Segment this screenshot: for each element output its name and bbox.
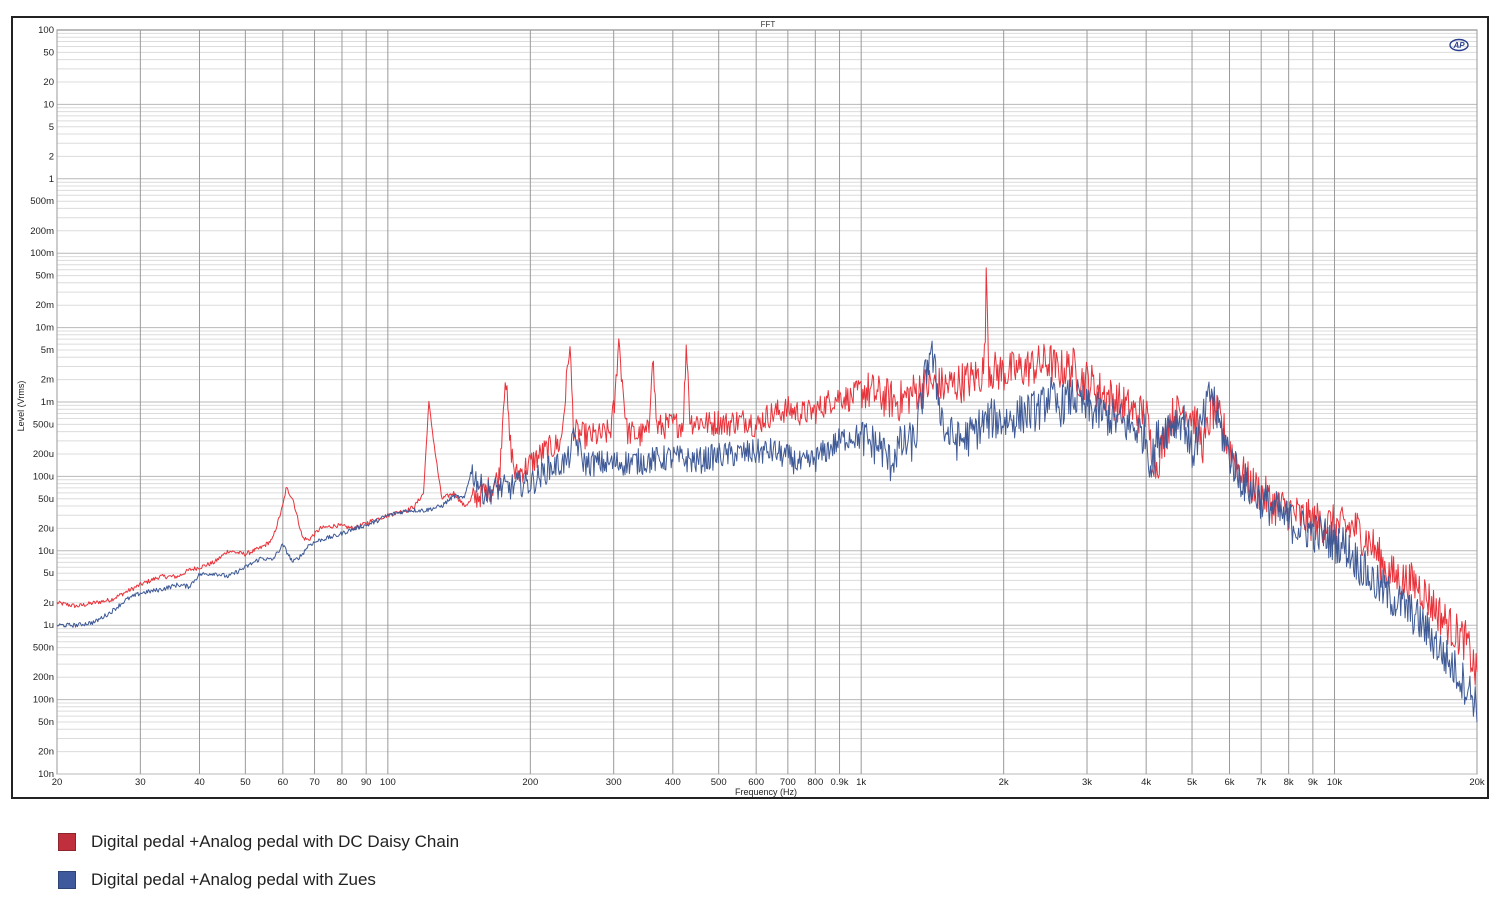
y-tick-label: 200n [33,672,54,683]
y-tick-label: 50m [36,271,55,282]
y-tick-label: 10m [36,323,55,334]
x-tick-label: 50 [240,777,251,788]
y-tick-label: 20m [36,300,55,311]
series-line-zues [56,340,1478,723]
ap-logo-icon: AP [1449,38,1469,52]
y-tick-label: 20u [38,523,54,534]
x-axis-label: Frequency (Hz) [735,787,797,797]
x-tick-label: 20k [1469,777,1485,788]
chart-frame: FFT Frequency (Hz) Level (Vrms) AP 100 50… [11,16,1489,799]
y-tick-label: 2u [43,598,54,609]
chart-title: FFT [761,20,776,29]
y-tick-label: 50 [43,47,54,58]
x-tick-label: 9k [1308,777,1318,788]
y-tick-label: 100m [30,248,54,259]
y-tick-label: 1u [43,620,54,631]
y-tick-label: 200u [33,449,54,460]
y-tick-label: 2m [41,375,54,386]
y-tick-label: 500n [33,643,54,654]
x-tick-label: 70 [309,777,320,788]
x-tick-label: 60 [278,777,289,788]
x-tick-label: 3k [1082,777,1092,788]
series-layer [56,267,1478,723]
y-tick-label: 500u [33,419,54,430]
y-tick-label: 10 [43,99,54,110]
x-tick-label: 90 [361,777,372,788]
grid-layer [56,29,1478,775]
y-tick-label: 100u [33,471,54,482]
y-tick-label: 200m [30,226,54,237]
y-tick-label: 500m [30,196,54,207]
y-tick-label: 100 [38,25,54,36]
legend: Digital pedal +Analog pedal with DC Dais… [58,830,459,906]
y-tick-label: 5 [49,122,54,133]
y-tick-label: 100n [33,695,54,706]
x-tick-label: 400 [665,777,681,788]
y-tick-label: 1 [49,174,54,185]
y-tick-label: 50n [38,717,54,728]
x-tick-label: 40 [194,777,205,788]
x-tick-label: 4k [1141,777,1151,788]
x-tick-label: 0.9k [831,777,849,788]
legend-item-daisy-chain: Digital pedal +Analog pedal with DC Dais… [58,830,459,854]
x-tick-label: 100 [380,777,396,788]
legend-swatch-red [58,833,76,851]
x-tick-label: 5k [1187,777,1197,788]
y-tick-label: 10u [38,546,54,557]
y-tick-label: 2 [49,151,54,162]
x-tick-label: 200 [522,777,538,788]
x-tick-label: 300 [606,777,622,788]
y-tick-label: 20n [38,747,54,758]
axis-layer: FFT Frequency (Hz) Level (Vrms) AP 10050… [16,20,1485,797]
y-tick-label: 20 [43,77,54,88]
x-tick-label: 600 [748,777,764,788]
x-tick-label: 2k [999,777,1009,788]
y-tick-label: 10n [38,769,54,780]
x-tick-label: 30 [135,777,146,788]
legend-item-zues: Digital pedal +Analog pedal with Zues [58,868,459,892]
x-tick-label: 10k [1327,777,1343,788]
x-tick-label: 80 [337,777,348,788]
legend-label: Digital pedal +Analog pedal with DC Dais… [91,832,460,851]
x-tick-label: 1k [856,777,866,788]
x-tick-label: 20 [52,777,63,788]
fft-chart: FFT Frequency (Hz) Level (Vrms) AP 10050… [16,20,1485,797]
x-tick-label: 6k [1224,777,1234,788]
legend-swatch-blue [58,871,76,889]
y-tick-label: 5u [43,568,54,579]
x-tick-label: 500 [711,777,727,788]
x-tick-label: 700 [780,777,796,788]
ap-logo-text: AP [1452,41,1465,50]
x-tick-label: 8k [1284,777,1294,788]
y-axis-label: Level (Vrms) [16,381,26,432]
legend-label: Digital pedal +Analog pedal with Zues [91,870,376,889]
x-tick-label: 800 [807,777,823,788]
y-tick-label: 5m [41,345,54,356]
y-tick-label: 50u [38,494,54,505]
x-tick-label: 7k [1256,777,1266,788]
y-tick-label: 1m [41,397,54,408]
